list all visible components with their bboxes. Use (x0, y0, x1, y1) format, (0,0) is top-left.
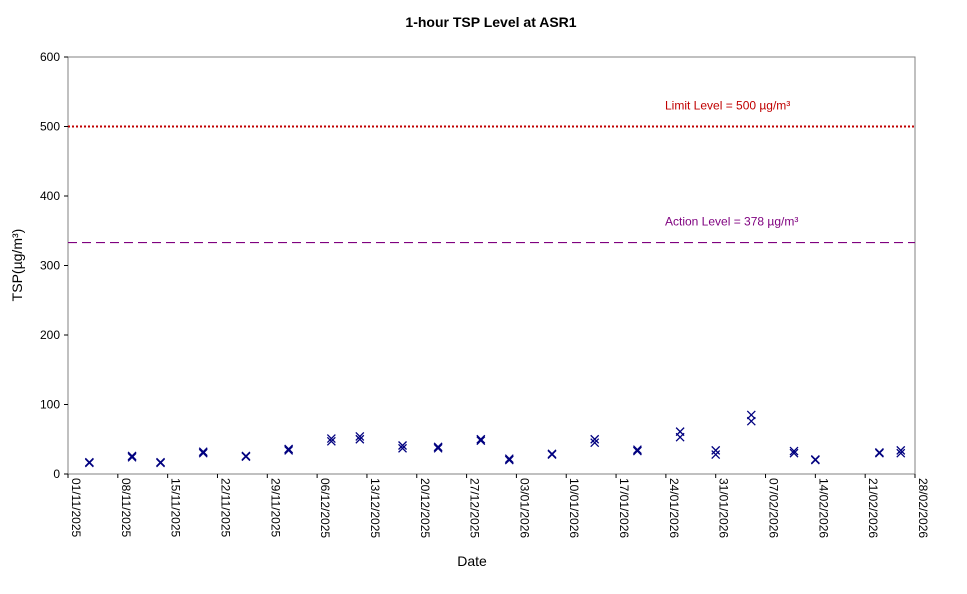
data-point (326, 434, 336, 444)
x-tick-label: 01/11/2025 (69, 478, 83, 537)
data-point (675, 432, 685, 442)
y-tick-label: 500 (40, 120, 60, 134)
x-tick-label: 15/11/2025 (169, 478, 183, 537)
data-point (746, 416, 756, 426)
y-axis: 0 100 200 300 400 500 600 (40, 50, 68, 481)
data-point (198, 447, 208, 457)
data-point (284, 445, 294, 455)
reference-line-label: Limit Level = 500 µg/m³ (665, 99, 790, 113)
data-point (504, 455, 514, 465)
x-tick-label: 03/01/2026 (517, 478, 531, 538)
reference-line-label: Action Level = 378 µg/m³ (665, 215, 798, 229)
data-point (156, 458, 165, 468)
data-point (504, 454, 514, 464)
data-point (746, 410, 756, 420)
data-point (398, 441, 407, 450)
x-tick-label: 07/02/2026 (767, 478, 781, 538)
x-tick-label: 13/12/2025 (368, 478, 382, 538)
data-point (547, 450, 557, 459)
data-point (896, 445, 906, 455)
x-axis: 01/11/2025 08/11/2025 15/11/2025 22/11/2025… (67, 474, 930, 538)
x-tick-label: 08/11/2025 (119, 478, 133, 537)
data-point (711, 450, 721, 459)
data-point (433, 442, 443, 452)
x-tick-label: 17/01/2026 (617, 478, 631, 538)
x-tick-label: 10/01/2026 (567, 478, 581, 538)
y-tick-label: 200 (40, 328, 60, 342)
data-point (476, 434, 486, 444)
data-point (326, 436, 336, 446)
x-tick-label: 20/12/2025 (418, 478, 432, 538)
x-tick-label: 28/02/2026 (916, 478, 930, 538)
data-point (84, 458, 94, 468)
x-tick-label: 14/02/2026 (816, 478, 830, 538)
data-points (84, 410, 906, 468)
y-tick-label: 400 (40, 189, 60, 203)
data-point (355, 434, 365, 444)
data-point (711, 445, 721, 455)
y-axis-label: TSP(µg/m³) (9, 229, 25, 302)
data-point (398, 443, 407, 453)
x-tick-label: 24/01/2026 (667, 478, 681, 538)
x-tick-label: 27/12/2025 (468, 478, 482, 538)
data-point (590, 438, 600, 448)
y-tick-label: 0 (53, 467, 60, 481)
plot-area (67, 56, 916, 475)
data-point (476, 436, 486, 446)
data-point (355, 432, 365, 441)
data-point (789, 448, 799, 458)
data-point (433, 443, 443, 453)
y-tick-label: 100 (40, 398, 60, 412)
data-point (590, 434, 600, 444)
x-tick-label: 22/11/2025 (218, 478, 232, 537)
x-tick-label: 06/12/2025 (318, 478, 332, 538)
chart-title: 1-hour TSP Level at ASR1 (405, 14, 576, 30)
y-tick-label: 300 (40, 259, 60, 273)
data-point (284, 444, 294, 454)
data-point (127, 451, 137, 461)
x-tick-label: 21/02/2026 (866, 478, 880, 538)
data-point (789, 446, 799, 456)
y-tick-label: 600 (40, 50, 60, 64)
data-point (874, 448, 884, 458)
x-axis-label: Date (457, 553, 487, 569)
data-point (632, 445, 642, 455)
data-point (810, 455, 820, 465)
data-point (632, 446, 642, 456)
data-point (127, 452, 137, 462)
data-point (198, 448, 208, 458)
x-tick-label: 29/11/2025 (268, 478, 282, 537)
data-point (896, 448, 906, 458)
data-point (241, 452, 251, 462)
reference-lines: Limit Level = 500 µg/m³ Action Level = 37… (68, 99, 915, 244)
x-tick-label: 31/01/2026 (717, 478, 731, 538)
